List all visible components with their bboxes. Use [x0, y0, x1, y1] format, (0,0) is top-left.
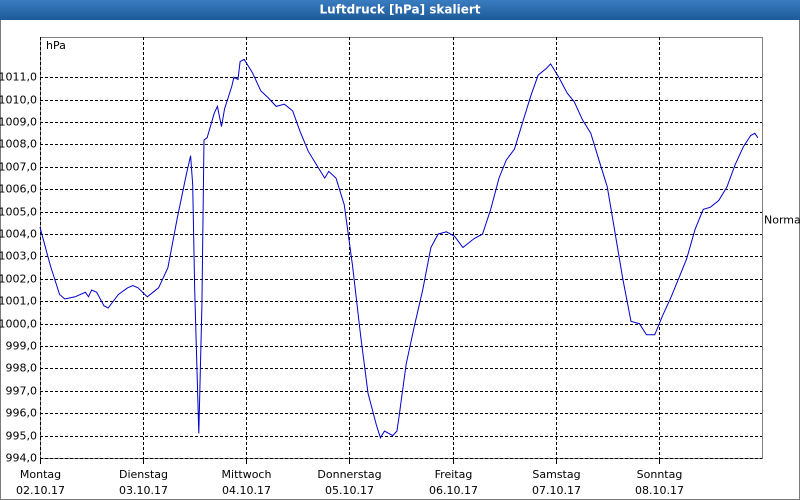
y-tick-label: 1002,0	[0, 273, 37, 286]
y-tick-label: 1003,0	[0, 250, 37, 263]
y-tick-label: 994,0	[6, 452, 38, 465]
y-tick-label: 1006,0	[0, 183, 37, 196]
x-tick-label: Donnerstag	[317, 468, 381, 481]
y-axis-label: hPa	[46, 39, 66, 52]
y-tick-label: 995,0	[6, 430, 38, 443]
annotation: Normal	[764, 214, 800, 227]
y-tick-label: 1011,0	[0, 71, 37, 84]
x-tick-label: Mittwoch	[222, 468, 272, 481]
y-tick-label: 1004,0	[0, 228, 37, 241]
y-tick-label: 1009,0	[0, 116, 37, 129]
y-tick-label: 1001,0	[0, 295, 37, 308]
y-tick-label: 999,0	[6, 340, 38, 353]
y-tick-label: 1005,0	[0, 206, 37, 219]
x-tick-label: Montag	[20, 468, 61, 481]
x-tick-date: 06.10.17	[429, 484, 478, 497]
x-tick-date: 02.10.17	[16, 484, 65, 497]
x-tick-date: 07.10.17	[532, 484, 581, 497]
y-tick-label: 997,0	[6, 385, 38, 398]
x-tick-label: Freitag	[435, 468, 473, 481]
x-tick-label: Sonntag	[637, 468, 683, 481]
x-tick-label: Samstag	[532, 468, 580, 481]
y-tick-label: 998,0	[6, 362, 38, 375]
data-line	[39, 58, 759, 439]
y-tick-label: 1000,0	[0, 318, 37, 331]
y-tick-label: 996,0	[6, 407, 38, 420]
x-tick-date: 03.10.17	[119, 484, 168, 497]
y-tick-label: 1010,0	[0, 94, 37, 107]
x-tick-date: 08.10.17	[635, 484, 684, 497]
x-tick-date: 04.10.17	[222, 484, 271, 497]
y-tick-label: 1008,0	[0, 138, 37, 151]
x-tick-label: Dienstag	[119, 468, 168, 481]
x-tick-date: 05.10.17	[325, 484, 374, 497]
y-tick-label: 1007,0	[0, 161, 37, 174]
title-bar	[0, 0, 800, 20]
window-title: Luftdruck [hPa] skaliert	[320, 3, 481, 17]
